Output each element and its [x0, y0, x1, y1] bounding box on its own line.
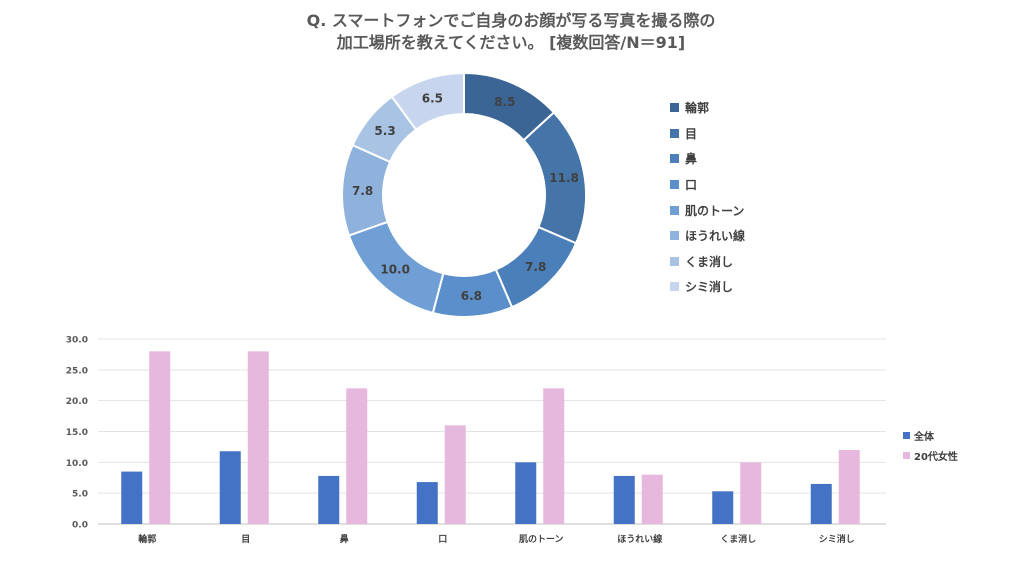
legend-swatch — [670, 231, 679, 241]
legend-swatch — [670, 205, 679, 215]
legend-swatch — [903, 451, 910, 459]
x-tick-label: ほうれい線 — [617, 533, 662, 545]
legend-label: 目 — [685, 126, 698, 141]
x-tick-label: 口 — [438, 534, 447, 545]
donut-value-label: 10.0 — [380, 263, 410, 277]
donut-slice-8 — [390, 71, 465, 132]
legend-label: 口 — [685, 178, 698, 193]
legend-label: 全体 — [914, 431, 934, 443]
y-tick-label: 30.0 — [66, 336, 88, 346]
legend-item: 全体 — [903, 425, 958, 445]
bar-women20s — [149, 351, 171, 524]
legend-swatch — [670, 103, 679, 113]
bar-women20s — [444, 425, 466, 524]
legend-swatch — [670, 256, 679, 266]
title-line-2: 加工場所を教えてください。 [複数回答/N＝91] — [336, 33, 686, 52]
legend-swatch — [903, 431, 910, 439]
donut-value-label: 7.8 — [525, 260, 546, 274]
bar-legend: 全体 20代女性 — [903, 425, 958, 465]
bar-overall — [416, 482, 438, 524]
bar-women20s — [838, 450, 860, 524]
y-tick-label: 5.0 — [72, 490, 88, 500]
x-tick-label: 鼻 — [340, 533, 349, 545]
legend-label: 輪郭 — [685, 101, 710, 116]
donut-value-label: 6.5 — [422, 92, 443, 106]
x-tick-label: くま消し — [720, 533, 756, 545]
y-tick-label: 15.0 — [66, 428, 88, 438]
legend-label: 20代女性 — [914, 451, 958, 463]
chart-title: Q. スマートフォンでご自身のお顔が写る写真を撮る際の 加工場所を教えてください… — [0, 10, 1022, 54]
title-line-1: Q. スマートフォンでご自身のお顔が写る写真を撮る際の — [306, 11, 716, 30]
legend-item: 輪郭 — [670, 95, 745, 121]
donut-value-label: 7.8 — [352, 184, 373, 198]
legend-item: くま消し — [670, 249, 745, 275]
x-tick-label: 肌のトーン — [518, 534, 564, 545]
legend-swatch — [670, 180, 679, 190]
bar-overall — [712, 491, 734, 524]
donut-value-label: 5.3 — [374, 124, 395, 138]
legend-label: 肌のトーン — [685, 203, 745, 218]
y-tick-label: 20.0 — [66, 397, 88, 407]
donut-value-label: 8.5 — [494, 95, 515, 109]
bar-women20s — [247, 351, 269, 524]
legend-item: 目 — [670, 121, 745, 147]
y-tick-label: 0.0 — [72, 521, 88, 531]
bar-overall — [613, 475, 635, 524]
donut-value-label: 11.8 — [549, 171, 579, 185]
bar-women20s — [641, 474, 663, 524]
bar-overall — [810, 483, 832, 524]
legend-swatch — [670, 128, 679, 138]
bar-women20s — [740, 462, 762, 524]
donut-value-label: 6.8 — [461, 289, 482, 303]
legend-item: 20代女性 — [903, 445, 958, 465]
donut-legend: 輪郭目鼻口肌のトーンほうれい線くま消しシミ消し — [670, 95, 745, 300]
y-tick-label: 10.0 — [66, 459, 88, 469]
bar-chart: 0.0 5.0 10.0 15.0 20.0 25.0 30.0 輪郭 目 鼻 口 肌のトーン ほうれい… — [66, 336, 886, 545]
bar-women20s — [346, 388, 368, 524]
legend-label: 鼻 — [685, 152, 698, 167]
x-tick-label: 輪郭 — [138, 533, 156, 545]
legend-item: 口 — [670, 172, 745, 198]
legend-label: くま消し — [685, 254, 734, 269]
legend-label: シミ消し — [685, 280, 734, 295]
bar-overall — [318, 475, 340, 524]
legend-swatch — [670, 154, 679, 164]
legend-item: ほうれい線 — [670, 223, 745, 249]
legend-item: 肌のトーン — [670, 197, 745, 223]
bar-overall — [515, 462, 537, 524]
donut-chart: 8.5 11.8 7.8 6.8 10.0 7.8 5.3 6.5 — [341, 71, 587, 318]
bar-overall — [219, 451, 241, 524]
x-tick-label: 目 — [241, 534, 250, 545]
bar-women20s — [543, 388, 565, 524]
legend-swatch — [670, 282, 679, 292]
legend-item: 鼻 — [670, 146, 745, 172]
legend-item: シミ消し — [670, 274, 745, 300]
legend-label: ほうれい線 — [685, 229, 746, 244]
bar-overall — [121, 471, 143, 524]
y-tick-label: 25.0 — [66, 366, 88, 376]
x-tick-label: シミ消し — [819, 533, 855, 545]
